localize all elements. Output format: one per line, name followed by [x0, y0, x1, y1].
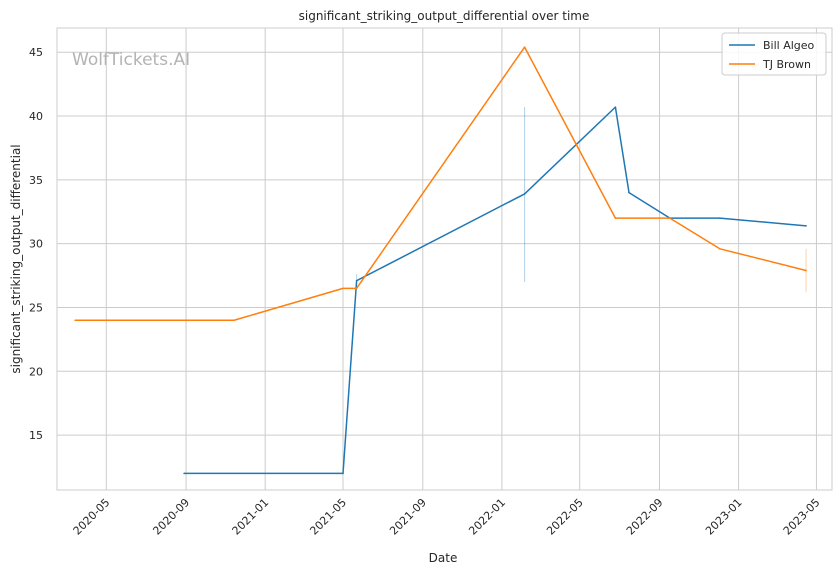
legend: Bill Algeo TJ Brown — [721, 32, 827, 76]
data-point-tj-brown — [614, 217, 617, 219]
data-point-bill-algeo — [342, 472, 344, 475]
data-point-tj-brown — [355, 287, 358, 290]
data-point-bill-algeo — [719, 217, 721, 219]
data-point-tj-brown — [233, 319, 235, 322]
data-point-tj-brown — [805, 269, 807, 272]
y-tick-label: 25 — [29, 301, 43, 314]
legend-label-bill-algeo: Bill Algeo — [763, 39, 815, 52]
data-point-tj-brown — [74, 319, 76, 322]
data-point-bill-algeo — [355, 279, 358, 282]
data-point-tj-brown — [669, 217, 671, 219]
y-tick-label: 35 — [29, 174, 43, 187]
chart-title: significant_striking_output_differential… — [299, 9, 590, 23]
y-axis-ticks: 15 20 25 30 35 40 45 — [29, 46, 43, 442]
legend-label-tj-brown: TJ Brown — [762, 58, 811, 71]
data-point-bill-algeo — [805, 225, 807, 227]
data-point-tj-brown — [523, 46, 526, 48]
data-point-bill-algeo — [183, 472, 185, 475]
data-point-bill-algeo — [523, 193, 526, 195]
data-point-bill-algeo — [614, 106, 617, 108]
plot-frame — [56, 27, 833, 491]
data-point-bill-algeo — [628, 191, 630, 194]
y-axis-title: significant_striking_output_differential — [9, 144, 23, 373]
x-axis-title: Date — [429, 551, 458, 565]
y-tick-label: 45 — [29, 46, 43, 59]
y-tick-label: 30 — [29, 238, 43, 251]
y-tick-label: 40 — [29, 110, 43, 123]
watermark-text: WolfTickets.AI — [72, 50, 190, 70]
grid-lines — [57, 28, 832, 490]
data-point-tj-brown — [342, 287, 344, 290]
data-point-tj-brown — [719, 247, 721, 250]
y-tick-label: 20 — [29, 365, 43, 378]
y-tick-label: 15 — [29, 429, 43, 442]
series-layer — [74, 46, 807, 475]
